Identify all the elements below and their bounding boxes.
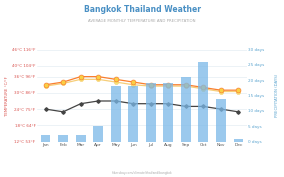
Bar <box>76 135 85 142</box>
Text: PRECIPITATION (DAYS): PRECIPITATION (DAYS) <box>275 74 279 117</box>
Text: TEMPERATURE °C/°F: TEMPERATURE °C/°F <box>5 76 9 116</box>
Text: AVERAGE MONTHLY TEMPERATURE AND PRECIPITATION: AVERAGE MONTHLY TEMPERATURE AND PRECIPIT… <box>88 19 196 24</box>
Bar <box>59 135 68 142</box>
Bar <box>111 86 120 142</box>
Bar <box>146 83 156 142</box>
Text: Bangkok Thailand Weather: Bangkok Thailand Weather <box>83 5 201 14</box>
Bar <box>93 126 103 142</box>
Bar <box>41 135 51 142</box>
Bar <box>199 62 208 142</box>
Bar <box>181 77 191 142</box>
Bar <box>128 86 138 142</box>
Text: hikersbay.com/climate/thailand/bangkok: hikersbay.com/climate/thailand/bangkok <box>112 171 172 175</box>
Bar <box>164 83 173 142</box>
Bar <box>216 99 225 142</box>
Bar <box>233 139 243 142</box>
